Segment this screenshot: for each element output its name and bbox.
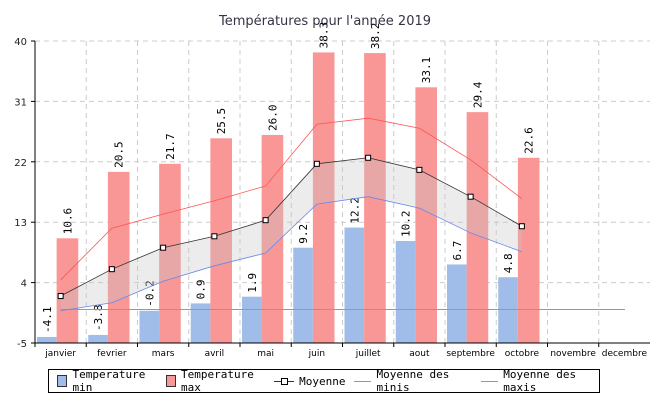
bar-max-label: 22.6 [523,127,536,154]
y-tick-label: 22 [14,158,27,169]
bar-min [88,334,108,343]
bar-min-label: 1.9 [246,273,259,293]
bar-max-label: 38.3 [318,22,331,49]
bar-min [447,264,467,343]
y-tick-label: 31 [14,97,27,108]
bar-min [395,240,416,343]
bar-max [107,171,130,343]
bar-max-label: 25.5 [215,108,228,135]
bar-max-label: 20.5 [113,141,126,168]
bar-min-label: -0.2 [143,280,156,307]
bar-min-label: 6.7 [451,241,464,261]
x-tick-label: novembre [550,349,596,359]
legend-item-min: Temperature min [57,368,157,394]
legend-swatch-max [165,375,177,387]
bar-max [56,238,79,343]
bar-max [261,134,284,343]
x-tick-label: decembre [602,349,648,359]
area-fill [60,157,522,311]
legend-line-moyenne [274,377,295,385]
bar-min [293,247,313,343]
y-tick-label: 4 [21,279,27,290]
bar-min [242,296,262,343]
legend: Temperature min Temperature max Moyenne … [48,368,600,394]
bar-max-label: 21.7 [164,133,177,160]
moyenne-marker [262,217,269,224]
y-tick-label: -5 [17,339,27,350]
moyenne-marker [467,193,474,200]
x-tick-label: fevrier [97,349,127,359]
legend-label: Moyenne des minis [376,368,450,394]
bar-max [312,52,335,344]
line-moyenne-des-minis [60,196,523,312]
bar-min-label: -3.8 [92,304,105,331]
bar-min-label: 10.2 [400,210,413,237]
legend-item-maxis: Moyenne des maxis [481,368,599,394]
bar-min [498,277,518,343]
bar-min-label: 12.2 [348,197,361,224]
x-tick-label: mars [152,349,175,359]
x-tick-label: janvier [44,349,76,359]
moyenne-marker [211,233,218,240]
bar-min-label: 0.9 [195,280,208,300]
bar-max-label: 10.6 [61,208,74,235]
legend-label: Temperature min [72,368,146,394]
line-moyenne [60,157,523,297]
moyenne-marker [365,154,372,161]
chart-title: Températures pour l'année 2019 [218,14,432,29]
bar-max-label: 29.4 [471,81,484,108]
legend-line-minis [354,380,372,382]
x-tick-label: septembre [446,349,495,359]
bar-min-label: -4.1 [41,306,54,333]
x-tick-label: juillet [355,349,381,359]
bar-max-label: 38.2 [369,23,382,50]
bar-min [190,303,211,343]
x-tick-label: avril [205,349,225,359]
bar-min-label: 4.8 [502,253,515,273]
bar-min [139,310,160,343]
legend-line-maxis [481,380,499,382]
x-tick-label: octobre [505,349,540,359]
legend-swatch-min [57,375,68,387]
bar-min-label: 9.2 [297,224,310,244]
bar-max [159,163,181,343]
x-tick-label: mai [257,349,274,359]
bar-max-label: 26.0 [266,104,279,131]
y-tick-label: 13 [14,218,27,229]
bar-min [37,336,57,343]
y-tick-label: 40 [14,37,27,48]
bar-min [344,227,365,343]
chart-plot: -5 4 13 22 31 40 -4.1 -3.8 -0.2 0.9 1.9 9.2 12.2 10.2… [14,22,650,359]
line-moyenne-des-maxis [60,117,523,281]
bar-max [210,138,232,343]
legend-label: Temperature max [181,368,254,394]
bar-max [466,112,489,343]
legend-item-minis: Moyenne des minis [354,368,472,394]
moyenne-marker [160,244,167,251]
moyenne-marker [313,160,320,167]
moyenne-marker [108,266,115,273]
x-tick-label: juin [308,349,325,359]
bar-max-label: 33.1 [420,57,433,84]
legend-label: Moyenne [299,374,346,388]
moyenne-marker [518,223,525,230]
bar-max [517,157,540,343]
legend-label: Moyenne des maxis [503,368,577,394]
moyenne-marker [57,293,64,300]
moyenne-marker [416,166,423,173]
x-tick-label: aout [409,349,430,359]
legend-item-moyenne: Moyenne [274,375,345,388]
legend-item-max: Temperature max [165,368,266,394]
bar-max [415,87,437,343]
